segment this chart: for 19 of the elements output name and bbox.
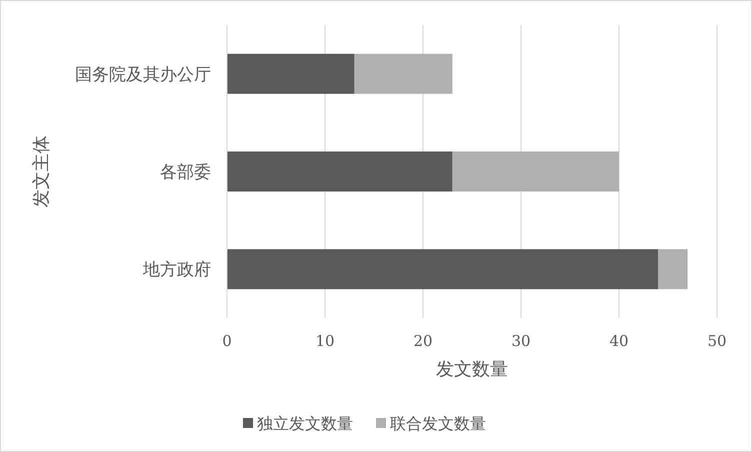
bar (452, 152, 619, 192)
x-tick-label: 0 (222, 332, 232, 350)
y-tick-label: 国务院及其办公厅 (75, 64, 211, 85)
x-tick-label: 40 (609, 332, 629, 350)
y-tick-label: 各部委 (160, 162, 211, 182)
x-tick-label: 20 (413, 332, 433, 350)
y-axis-title: 发文主体 (31, 136, 52, 208)
bar (227, 54, 354, 94)
x-tick-label: 30 (511, 332, 531, 350)
x-axis-title: 发文数量 (436, 359, 508, 380)
legend-label: 联合发文数量 (390, 414, 486, 433)
bar (227, 152, 452, 192)
bar (227, 249, 658, 290)
x-tick-label: 50 (707, 332, 727, 350)
x-tick-label: 10 (315, 332, 335, 350)
bar (354, 54, 452, 94)
y-tick-label: 地方政府 (142, 260, 211, 280)
legend-label: 独立发文数量 (257, 414, 353, 433)
bar (658, 249, 688, 290)
